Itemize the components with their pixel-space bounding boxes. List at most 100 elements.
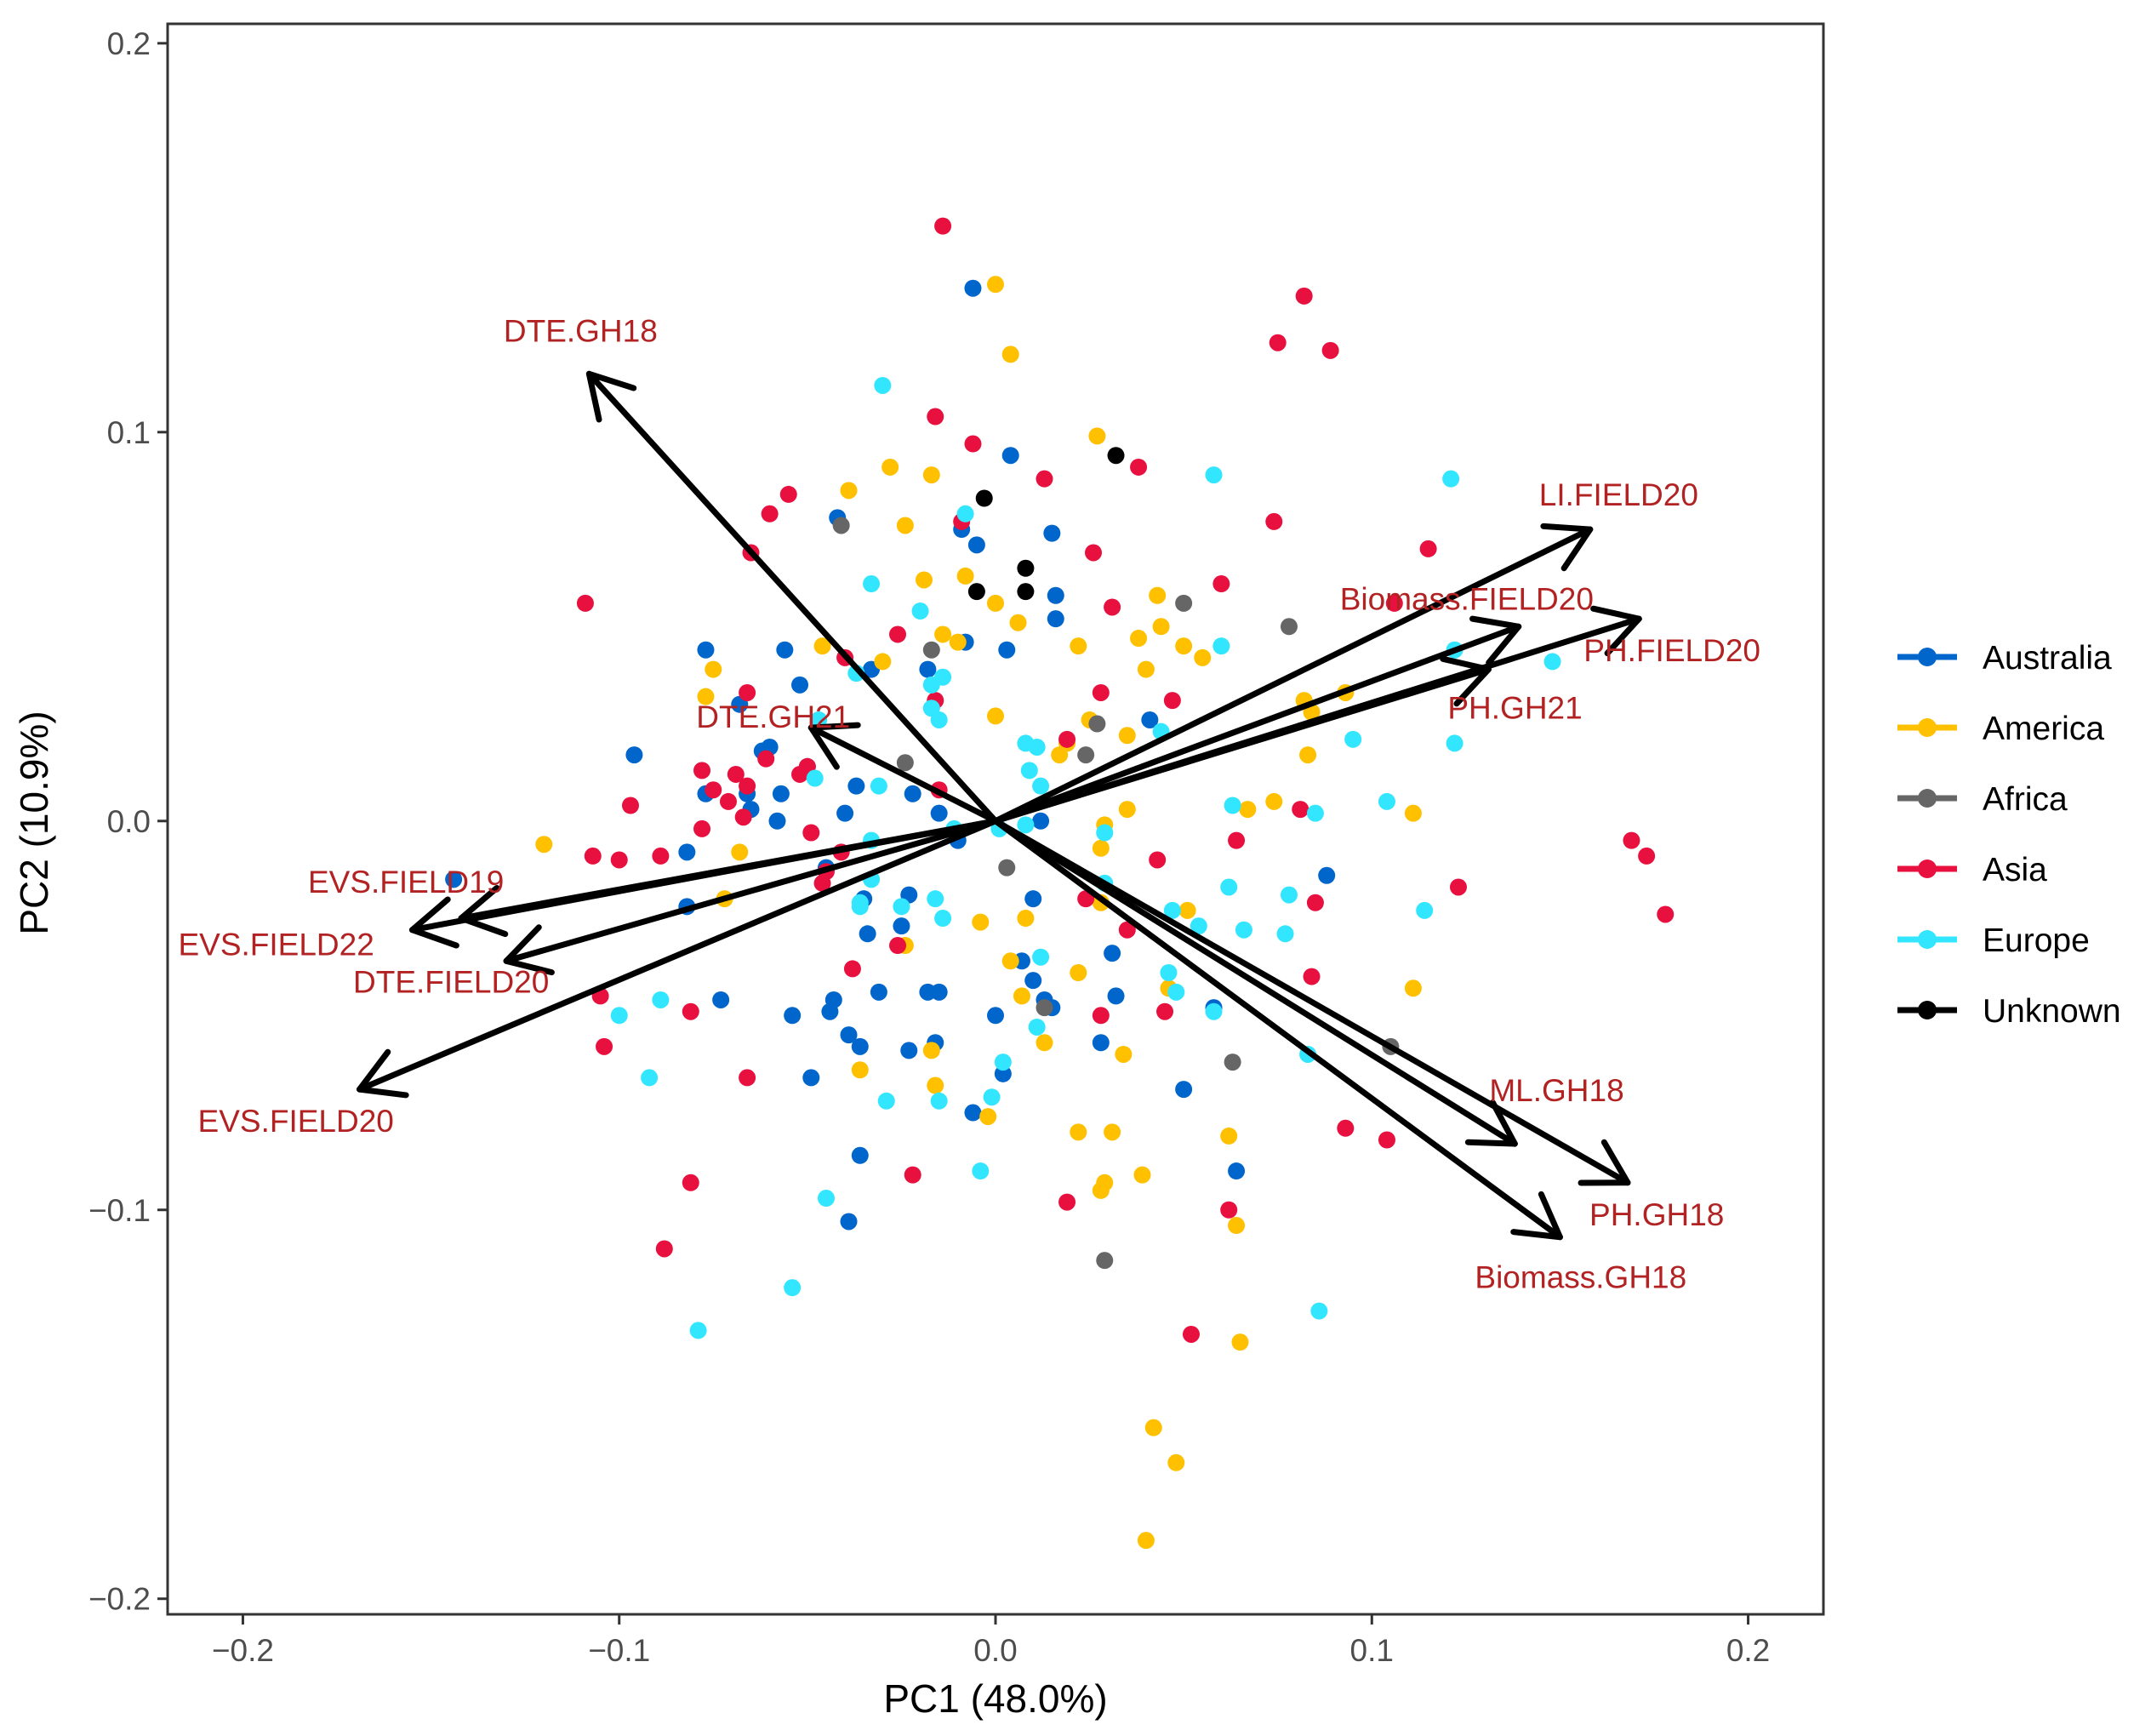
- data-point: [1337, 1119, 1355, 1137]
- data-point: [1152, 618, 1170, 636]
- data-point: [584, 847, 602, 865]
- data-point: [1001, 952, 1019, 970]
- data-point: [1077, 746, 1095, 764]
- arrowhead-dte-gh21: [807, 722, 861, 770]
- data-point: [904, 785, 921, 802]
- arrowhead-ph-gh18: [1578, 1139, 1631, 1186]
- data-point: [1009, 614, 1027, 631]
- data-point: [693, 762, 711, 779]
- data-point: [840, 1213, 858, 1231]
- legend-label: Europe: [1983, 922, 2090, 959]
- data-point: [922, 676, 940, 694]
- arrow-biomass-gh18: [992, 818, 1563, 1241]
- data-point: [1292, 801, 1309, 819]
- loading-label-evs-field19: EVS.FIELD19: [308, 865, 504, 899]
- data-point: [904, 1166, 921, 1184]
- data-point: [964, 279, 982, 297]
- data-point: [731, 843, 749, 861]
- data-point: [641, 1069, 659, 1087]
- data-point: [1144, 1419, 1162, 1436]
- data-point: [1024, 972, 1042, 990]
- arrow-dte-field20: [503, 818, 999, 964]
- data-point: [1137, 660, 1155, 678]
- data-point: [922, 466, 940, 484]
- data-point: [1058, 1193, 1076, 1211]
- data-point: [987, 707, 1004, 725]
- x-tick-label: 0.0: [973, 1633, 1017, 1668]
- x-tick-label: 0.1: [1350, 1633, 1394, 1668]
- data-point: [689, 1322, 707, 1339]
- legend-label: Asia: [1983, 852, 2047, 888]
- data-point: [1028, 738, 1046, 756]
- data-point: [863, 575, 881, 593]
- data-point: [870, 983, 887, 1001]
- data-point: [964, 1104, 982, 1122]
- data-point: [851, 1061, 869, 1079]
- data-point: [705, 660, 722, 678]
- data-point: [596, 1037, 613, 1055]
- data-point: [1028, 1018, 1046, 1036]
- data-point: [1623, 831, 1640, 849]
- arrow-li-field20: [992, 526, 1594, 825]
- data-point: [1543, 653, 1561, 671]
- loading-label-dte-gh21: DTE.GH21: [696, 700, 850, 734]
- data-point: [1149, 586, 1167, 604]
- data-point: [1160, 964, 1178, 982]
- data-point: [930, 804, 948, 822]
- data-point: [1032, 812, 1050, 830]
- x-tick-label: 0.2: [1726, 1633, 1770, 1668]
- data-point: [1638, 847, 1656, 865]
- data-point: [576, 594, 594, 612]
- data-point: [1092, 1034, 1110, 1052]
- data-point: [1036, 1034, 1053, 1052]
- data-point: [927, 1076, 944, 1094]
- data-point: [779, 485, 797, 503]
- data-point: [1303, 968, 1321, 985]
- data-point: [1295, 287, 1313, 305]
- data-point: [930, 983, 948, 1001]
- data-point: [1092, 683, 1110, 701]
- legend-key-dot: [1918, 789, 1937, 808]
- data-point: [1167, 983, 1185, 1001]
- data-point: [832, 517, 850, 534]
- data-point: [1024, 890, 1042, 908]
- data-point: [1001, 345, 1019, 363]
- data-point: [915, 571, 933, 589]
- data-point: [1163, 692, 1181, 710]
- data-point: [1107, 987, 1125, 1005]
- legend-item-asia: Asia: [1897, 852, 2047, 888]
- data-point: [445, 871, 463, 888]
- loading-label-ph-field20: PH.FIELD20: [1583, 633, 1760, 668]
- data-point: [802, 824, 820, 842]
- loading-label-evs-field20: EVS.FIELD20: [198, 1104, 394, 1139]
- data-point: [896, 754, 914, 772]
- data-point: [1130, 630, 1148, 648]
- data-point: [1178, 901, 1196, 919]
- arrow-ml-gh18: [992, 818, 1518, 1147]
- data-point: [813, 874, 831, 892]
- series-asia: [576, 217, 1675, 1343]
- data-point: [934, 910, 952, 928]
- data-point: [934, 625, 952, 643]
- y-tick-label: 0.0: [107, 804, 151, 839]
- arrow-ph-gh21: [992, 666, 1492, 825]
- data-point: [772, 785, 790, 802]
- legend-key-dot: [1918, 718, 1937, 737]
- data-point: [1404, 804, 1422, 822]
- arrowhead-li-field20: [1540, 523, 1594, 572]
- data-point: [900, 1042, 918, 1059]
- data-point: [1163, 901, 1181, 919]
- data-point: [734, 808, 752, 826]
- legend-key-dot: [1918, 1001, 1937, 1019]
- legend-item-unknown: Unknown: [1897, 993, 2121, 1030]
- data-point: [893, 898, 910, 916]
- data-point: [1265, 792, 1283, 810]
- data-point: [983, 1088, 1001, 1106]
- data-point: [972, 1162, 990, 1180]
- data-point: [1265, 512, 1283, 530]
- data-point: [1220, 878, 1238, 896]
- arrow-ph-gh18: [992, 818, 1631, 1186]
- points-layer: [445, 217, 1675, 1550]
- data-point: [934, 217, 952, 235]
- data-point: [1017, 816, 1035, 834]
